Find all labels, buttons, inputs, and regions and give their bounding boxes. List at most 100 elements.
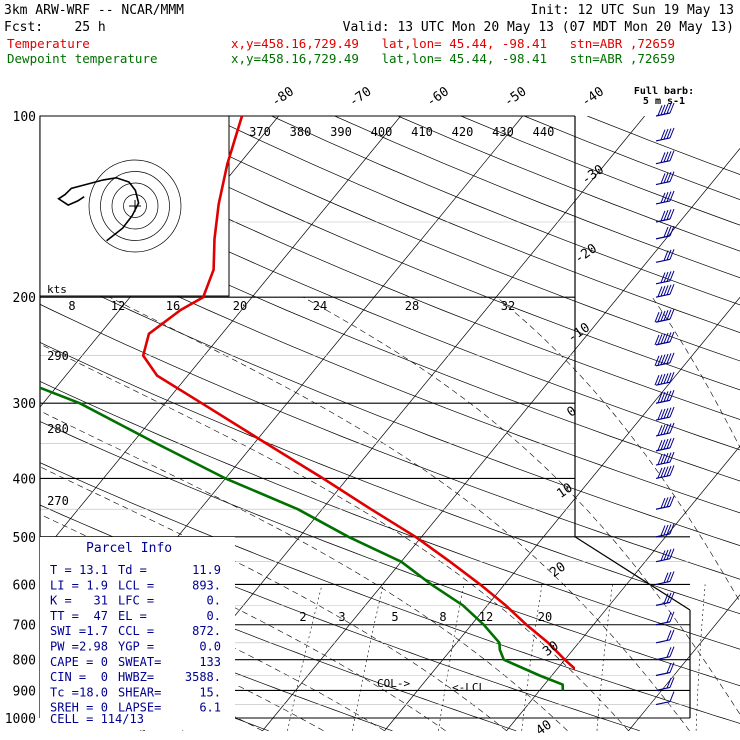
right-axis-lower <box>574 536 691 611</box>
dry-adiabat <box>40 381 740 650</box>
mixing-ratio-label: 2 <box>299 610 306 624</box>
moist-adiabat <box>40 343 629 731</box>
wind-barb <box>655 102 675 117</box>
pressure-label: 100 <box>13 110 36 125</box>
parcel-info-cell: LFC = <box>118 594 154 608</box>
hodograph-speed-label: 20 <box>233 299 247 313</box>
wind-barb <box>655 592 675 606</box>
hodograph-speed-label: 16 <box>166 299 180 313</box>
parcel-info-cell: 1.9 <box>86 578 108 592</box>
wind-barb <box>655 496 675 510</box>
wind-barb <box>655 677 675 692</box>
parcel-info-cell: LAPSE= <box>118 701 161 715</box>
pressure-label: 400 <box>13 472 36 487</box>
parcel-info-cell: 0. <box>207 594 221 608</box>
isotherm-label: 30 <box>540 638 561 659</box>
theta-label: 370 <box>249 125 271 139</box>
hodograph-ring <box>111 182 159 230</box>
pressure-label: 800 <box>13 654 36 669</box>
wind-barb <box>655 249 675 263</box>
isotherm-label: 0 <box>564 404 579 421</box>
wind-barb <box>654 372 675 386</box>
mixing-ratio-label: 3 <box>338 610 345 624</box>
parcel-info-cell: 6.1 <box>199 701 221 715</box>
dry-adiabat <box>40 421 740 687</box>
wind-barb <box>655 127 675 142</box>
dry-adiabat <box>208 116 740 334</box>
parcel-info-cell: 2.98 <box>79 640 108 654</box>
hodograph-speed-label: 28 <box>405 299 419 313</box>
parcel-info-cell: CCL = <box>118 624 154 638</box>
dry-adiabat <box>40 303 740 580</box>
wind-barb <box>655 691 675 706</box>
dry-adiabat <box>40 593 393 732</box>
moist-adiabat <box>40 410 568 732</box>
valid-time: Valid: 13 UTC Mon 20 May 13 (07 MDT Mon … <box>343 20 734 35</box>
wind-barb <box>655 465 675 480</box>
barb-key-line1: Full barb: <box>634 86 694 97</box>
parcel-info-cell: 3588. <box>185 670 221 684</box>
parcel-info-cell: SWEAT= <box>118 655 161 669</box>
isotherm-label: -50 <box>502 84 530 110</box>
parcel-info-cell: 0 <box>101 670 108 684</box>
moist-adiabat <box>496 296 740 603</box>
parcel-info-cell: CAPE = <box>50 655 93 669</box>
wind-barb <box>655 208 675 223</box>
parcel-info-cell: 11.9 <box>192 563 221 577</box>
moist-adiabat <box>109 296 690 731</box>
mixing-ratio-label: 20 <box>538 610 552 624</box>
mixing-ratio-line <box>521 584 543 731</box>
mixing-ratio-line <box>352 584 384 731</box>
isotherm-label: -70 <box>347 84 375 110</box>
parcel-info-cell: SHEAR= <box>118 685 161 699</box>
dry-adiabat <box>460 116 740 226</box>
hodograph-ring <box>123 194 147 218</box>
hodograph-speed-label: 24 <box>313 299 327 313</box>
mixing-ratio-label: 12 <box>479 610 493 624</box>
pressure-label: 1000 <box>5 712 36 727</box>
wind-barb <box>655 548 675 563</box>
parcel-info-cell: 872. <box>192 624 221 638</box>
dry-adiabat <box>40 195 740 482</box>
forecast-hour: Fcst: 25 h <box>4 20 106 35</box>
parcel-info-cell: 31 <box>94 594 108 608</box>
wind-barb <box>655 523 675 538</box>
hodograph-ring <box>88 159 182 253</box>
mixing-ratio-line <box>695 584 706 731</box>
wind-barb <box>655 662 675 677</box>
dry-adiabat <box>40 462 740 724</box>
isotherm-label: -80 <box>269 84 297 110</box>
parcel-info-cell: PW = <box>50 640 79 654</box>
hodograph-speed-label: 12 <box>111 299 125 313</box>
dry-adiabat <box>40 230 740 514</box>
parcel-info-cell: Td = <box>118 563 147 577</box>
isotherm-label: -20 <box>572 241 600 267</box>
isotherm-label: -40 <box>579 84 607 110</box>
wind-barb <box>655 422 675 437</box>
isotherm-label: 10 <box>554 480 575 501</box>
mixing-ratio-label: 5 <box>391 610 398 624</box>
parcel-info-cell: 0 <box>101 701 108 715</box>
parcel-info-cell: 18.0 <box>79 685 108 699</box>
temperature-location: x,y=458.16,729.49 lat,lon= 45.44, -98.41… <box>231 36 675 51</box>
temperature-profile <box>141 116 575 671</box>
theta-label: 390 <box>330 125 352 139</box>
isotherm-label: -10 <box>565 320 593 346</box>
wind-barb <box>655 270 675 285</box>
wind-barb <box>654 308 675 323</box>
dewpoint-profile <box>40 386 565 691</box>
isotherm-label: -60 <box>424 84 452 110</box>
wind-barb <box>655 437 675 452</box>
sounding-profiles <box>40 116 575 691</box>
wind-barb <box>654 331 675 346</box>
parcel-info-cell: HWBZ= <box>118 670 154 684</box>
pressure-label: 200 <box>13 291 36 306</box>
moist-adiabat <box>40 591 324 732</box>
mixing-ratio-label: 8 <box>439 610 446 624</box>
wind-barb <box>655 225 675 240</box>
wind-barb <box>655 406 675 421</box>
wind-barb <box>655 190 675 205</box>
isotherm-line <box>0 116 35 731</box>
mixing-ratio-line <box>287 584 323 731</box>
